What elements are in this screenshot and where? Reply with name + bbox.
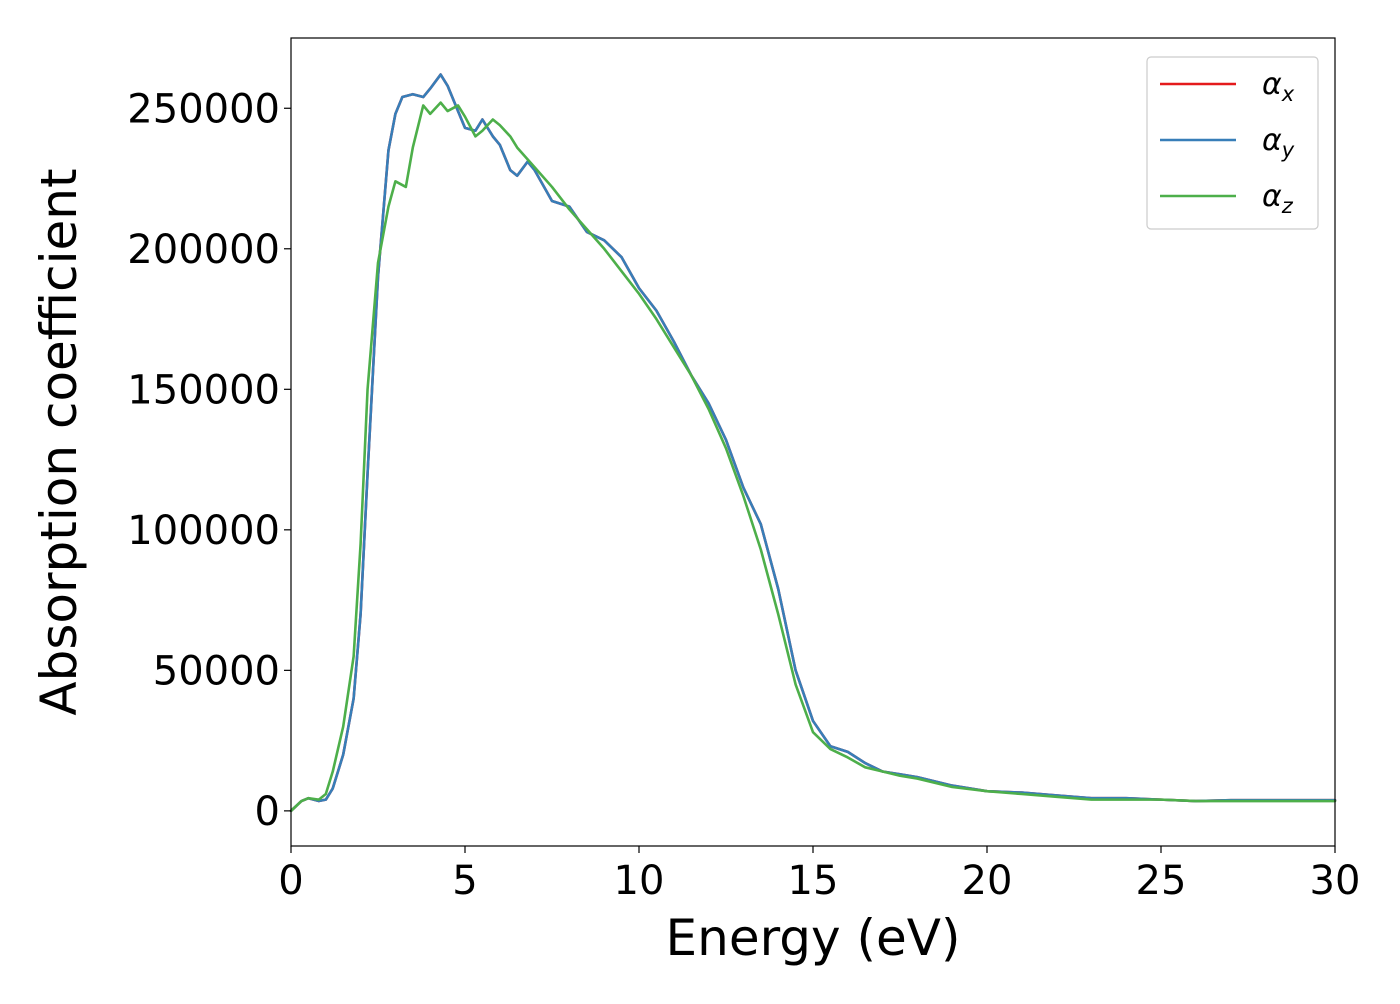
x-axis-label: Energy (eV) [666, 909, 961, 967]
x-tick-label: 20 [962, 858, 1013, 904]
y-tick-label: 250000 [127, 86, 280, 132]
series-line-z [289, 101, 1337, 813]
x-tick-label: 10 [614, 858, 665, 904]
legend-subscript: x [1281, 82, 1295, 106]
legend-box [1146, 56, 1319, 230]
y-tick-label: 150000 [127, 367, 280, 413]
x-tick-label: 0 [278, 858, 303, 904]
y-tick-label: 200000 [127, 227, 280, 273]
legend-subscript: y [1281, 138, 1295, 162]
y-axis-ticks: 0 50000 100000 150000 200000 250000 [127, 86, 291, 835]
series-layer [289, 73, 1337, 813]
legend-label-x: αx [1262, 67, 1295, 106]
y-tick-label: 50000 [153, 648, 280, 694]
y-tick-label: 100000 [127, 508, 280, 554]
legend-symbol: α [1262, 67, 1282, 102]
legend-symbol: α [1262, 123, 1282, 158]
legend-subscript: z [1281, 194, 1294, 218]
legend-label-z: αz [1262, 179, 1294, 218]
x-tick-label: 5 [452, 858, 477, 904]
x-tick-label: 25 [1136, 858, 1187, 904]
y-tick-label: 0 [255, 789, 280, 835]
x-tick-label: 30 [1310, 858, 1361, 904]
x-tick-label: 15 [788, 858, 839, 904]
legend-label-y: αy [1262, 123, 1295, 162]
x-axis-ticks: 0 5 10 15 20 25 30 [278, 846, 1360, 904]
y-axis-label: Absorption coefficient [30, 168, 88, 715]
legend-symbol: α [1262, 179, 1282, 214]
